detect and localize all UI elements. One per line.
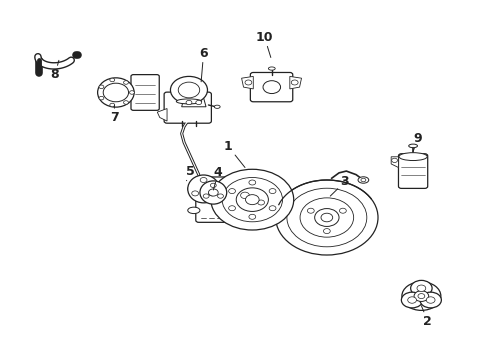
Polygon shape (182, 98, 206, 107)
Polygon shape (157, 109, 167, 121)
Circle shape (392, 158, 397, 162)
FancyBboxPatch shape (196, 177, 248, 222)
Circle shape (245, 195, 259, 204)
FancyBboxPatch shape (250, 72, 293, 102)
Circle shape (236, 188, 269, 211)
Circle shape (361, 178, 366, 182)
Circle shape (401, 292, 423, 308)
Circle shape (300, 198, 354, 237)
Text: 6: 6 (199, 47, 208, 82)
Ellipse shape (269, 67, 275, 70)
Circle shape (222, 177, 283, 222)
Circle shape (103, 83, 128, 102)
Circle shape (200, 177, 207, 183)
Circle shape (323, 229, 330, 234)
Circle shape (249, 180, 256, 185)
Circle shape (99, 85, 104, 89)
Circle shape (307, 208, 314, 213)
Ellipse shape (214, 105, 220, 108)
Ellipse shape (188, 186, 200, 192)
Circle shape (276, 180, 378, 255)
Circle shape (129, 91, 134, 94)
Ellipse shape (409, 144, 417, 148)
Polygon shape (391, 157, 398, 167)
Circle shape (321, 213, 333, 222)
Circle shape (218, 194, 223, 198)
Circle shape (99, 96, 104, 100)
Circle shape (258, 200, 265, 205)
Circle shape (417, 285, 426, 292)
Ellipse shape (176, 99, 202, 104)
Circle shape (263, 81, 281, 94)
Text: 3: 3 (330, 175, 349, 196)
Text: 7: 7 (110, 105, 119, 124)
Circle shape (123, 101, 128, 104)
Circle shape (249, 214, 256, 219)
Text: 5: 5 (186, 165, 195, 181)
Ellipse shape (188, 207, 200, 213)
Circle shape (211, 169, 294, 230)
Circle shape (408, 297, 416, 303)
Circle shape (192, 191, 198, 196)
Circle shape (245, 80, 252, 85)
Circle shape (110, 103, 115, 107)
Circle shape (269, 189, 276, 194)
Circle shape (269, 206, 276, 211)
Circle shape (186, 100, 192, 105)
Circle shape (420, 292, 441, 308)
Circle shape (287, 188, 367, 247)
Circle shape (229, 206, 236, 211)
Circle shape (203, 194, 209, 198)
Circle shape (209, 191, 216, 196)
Text: 1: 1 (223, 140, 245, 167)
Ellipse shape (200, 181, 227, 204)
FancyBboxPatch shape (398, 154, 428, 188)
Circle shape (340, 208, 346, 213)
Circle shape (426, 297, 435, 303)
Ellipse shape (98, 78, 134, 107)
Text: 2: 2 (421, 306, 432, 328)
Text: 10: 10 (256, 31, 273, 58)
Text: 4: 4 (213, 166, 222, 190)
Polygon shape (242, 76, 253, 89)
Circle shape (123, 81, 128, 84)
Text: 9: 9 (413, 132, 422, 152)
Text: 8: 8 (50, 60, 59, 81)
Circle shape (418, 294, 425, 298)
Circle shape (171, 76, 207, 104)
Ellipse shape (188, 175, 220, 203)
Circle shape (411, 280, 432, 296)
Ellipse shape (358, 177, 369, 183)
Ellipse shape (399, 153, 427, 161)
Circle shape (414, 291, 429, 301)
Circle shape (178, 82, 200, 98)
Circle shape (241, 192, 249, 199)
Circle shape (315, 208, 339, 226)
Circle shape (229, 189, 236, 194)
FancyBboxPatch shape (164, 92, 211, 123)
Circle shape (208, 189, 218, 196)
Circle shape (210, 183, 216, 188)
Circle shape (291, 80, 298, 85)
FancyBboxPatch shape (131, 75, 159, 111)
Circle shape (196, 100, 202, 105)
Circle shape (110, 78, 115, 82)
Polygon shape (290, 76, 301, 89)
